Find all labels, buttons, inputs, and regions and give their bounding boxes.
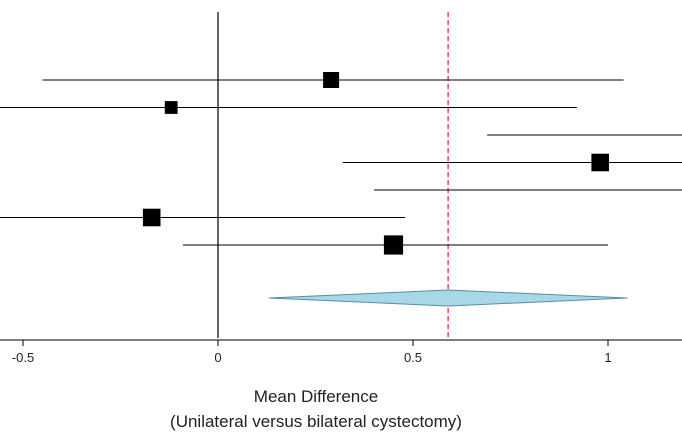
study-row [374, 189, 682, 191]
study-row [342, 153, 682, 172]
x-tick-label: 0.5 [404, 350, 422, 365]
study-estimate-marker [323, 72, 340, 88]
study-rows-layer [0, 72, 682, 255]
study-estimate-marker [591, 153, 609, 172]
x-tick-label: -0.5 [12, 350, 34, 365]
x-tick-label: 1 [604, 350, 611, 365]
study-row [487, 134, 682, 136]
study-estimate-marker [142, 208, 161, 227]
x-tick-label: 0 [214, 350, 221, 365]
study-row [182, 235, 608, 255]
study-estimate-marker [383, 235, 404, 255]
study-row [0, 208, 406, 227]
summary-diamond [268, 289, 628, 307]
study-row [42, 72, 624, 88]
x-axis-title: Mean Difference [254, 387, 378, 406]
study-row [0, 101, 577, 114]
summary-layer [268, 289, 628, 307]
x-axis-subtitle: (Unilateral versus bilateral cystectomy) [170, 412, 462, 431]
plot-lines-layer [217, 12, 449, 338]
study-estimate-marker [164, 101, 178, 114]
x-axis: -1-0.500.511.52 [0, 339, 682, 365]
